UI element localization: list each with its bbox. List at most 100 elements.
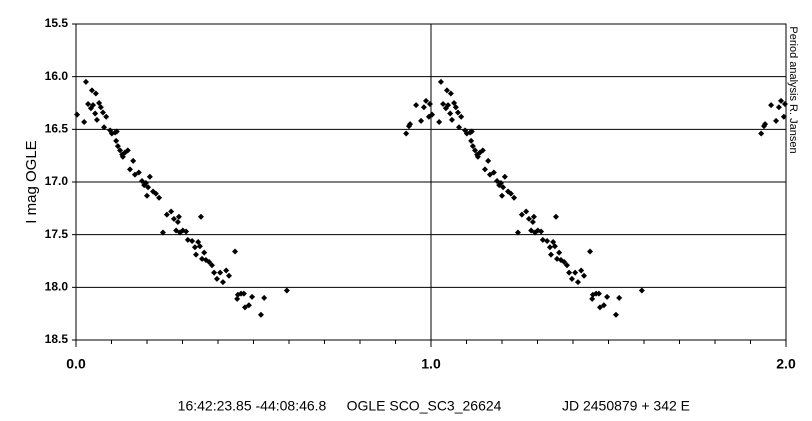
- y-tick-label: 16.0: [45, 69, 69, 83]
- x-tick-label: 0.0: [66, 356, 86, 372]
- data-point: [74, 111, 81, 118]
- data-point: [448, 116, 455, 123]
- data-point: [596, 304, 603, 311]
- data-point: [589, 295, 596, 302]
- data-point: [184, 236, 191, 243]
- data-point: [494, 177, 501, 184]
- data-point: [226, 272, 233, 279]
- data-point: [101, 124, 108, 131]
- data-point: [499, 192, 505, 199]
- data-point: [479, 147, 486, 154]
- annotation: OGLE SCO_SC3_26624: [347, 398, 502, 414]
- data-point: [568, 275, 575, 282]
- data-point: [92, 90, 99, 97]
- data-point: [500, 184, 507, 191]
- data-point: [440, 101, 447, 108]
- data-point: [638, 287, 645, 294]
- data-point: [445, 102, 452, 109]
- data-point: [511, 194, 518, 201]
- data-point: [497, 180, 504, 187]
- data-point: [458, 113, 465, 120]
- data-point: [245, 302, 252, 309]
- annotation: JD 2450879 + 342 E: [562, 398, 690, 414]
- data-point: [131, 171, 138, 178]
- data-point: [97, 104, 104, 111]
- side-note: Period analysis R. Jansen: [787, 26, 799, 153]
- data-point: [99, 109, 106, 116]
- data-point: [456, 124, 463, 131]
- data-point: [213, 275, 220, 282]
- data-point: [778, 97, 785, 104]
- data-point: [768, 102, 775, 109]
- data-point: [191, 244, 198, 251]
- data-point: [612, 311, 619, 318]
- data-point: [113, 128, 120, 135]
- data-point: [426, 101, 433, 108]
- data-point: [113, 137, 120, 144]
- data-point: [507, 190, 514, 197]
- y-tick-label: 18.0: [45, 280, 69, 294]
- data-point: [130, 157, 137, 164]
- data-point: [574, 279, 581, 286]
- data-point: [126, 166, 133, 173]
- data-point: [90, 102, 97, 109]
- data-point: [183, 228, 190, 235]
- data-point: [88, 87, 95, 94]
- data-point: [539, 236, 546, 243]
- data-point: [556, 249, 563, 256]
- data-point: [93, 116, 100, 123]
- data-point: [581, 272, 588, 279]
- data-point: [486, 171, 493, 178]
- data-point: [241, 304, 248, 311]
- data-point: [189, 237, 196, 244]
- data-point: [135, 169, 142, 176]
- data-point: [775, 104, 782, 111]
- data-point: [219, 279, 226, 286]
- data-point: [144, 192, 150, 199]
- data-point: [529, 219, 536, 226]
- data-point: [468, 128, 475, 135]
- data-point: [156, 194, 163, 201]
- data-point: [587, 248, 594, 255]
- data-point: [407, 121, 414, 128]
- data-point: [595, 290, 602, 297]
- data-point: [472, 147, 479, 154]
- data-point: [249, 293, 256, 300]
- data-point: [85, 101, 92, 108]
- data-point: [117, 147, 124, 154]
- data-point: [544, 237, 551, 244]
- data-point: [119, 153, 126, 160]
- data-point: [452, 104, 459, 111]
- data-point: [429, 111, 436, 118]
- data-point: [514, 229, 521, 236]
- x-tick-label: 2.0: [776, 356, 796, 372]
- data-point: [173, 227, 180, 234]
- data-point: [447, 110, 454, 117]
- data-point: [174, 219, 181, 226]
- data-point: [211, 269, 218, 276]
- x-tick-label: 1.0: [421, 356, 441, 372]
- data-point: [616, 294, 623, 301]
- data-point: [501, 173, 508, 180]
- data-point: [566, 269, 573, 276]
- data-point: [82, 78, 89, 85]
- data-point: [201, 249, 208, 256]
- data-point: [170, 215, 177, 222]
- data-point: [600, 302, 607, 309]
- data-point: [223, 267, 230, 274]
- data-point: [175, 213, 182, 220]
- y-tick-label: 15.5: [45, 16, 69, 30]
- data-point: [530, 213, 537, 220]
- data-point: [561, 259, 568, 266]
- data-point: [208, 262, 215, 269]
- data-point: [485, 157, 492, 164]
- data-point: [773, 117, 780, 124]
- data-point: [552, 213, 559, 220]
- data-point: [447, 90, 454, 97]
- data-point: [192, 251, 199, 258]
- data-point: [257, 311, 264, 318]
- data-point: [474, 153, 481, 160]
- data-point: [469, 143, 476, 150]
- data-point: [283, 287, 290, 294]
